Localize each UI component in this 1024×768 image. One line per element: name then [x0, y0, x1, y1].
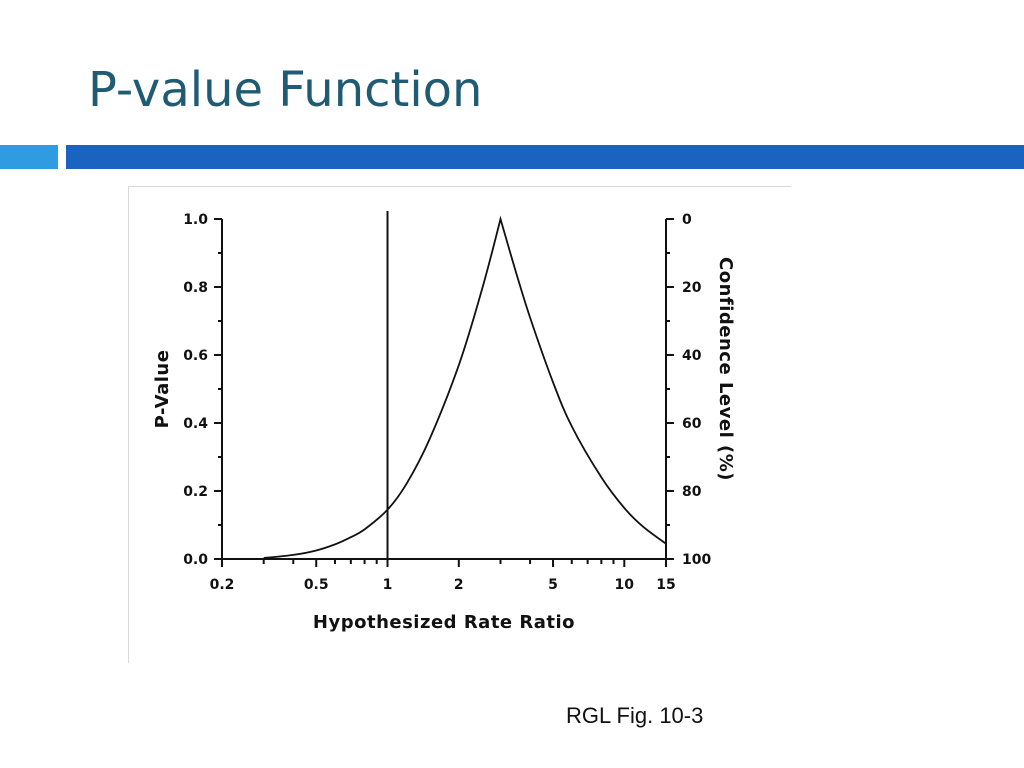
page-title: P-value Function [88, 62, 483, 118]
x-axis-title: Hypothesized Rate Ratio [313, 612, 575, 633]
chart-labels: Hypothesized Rate Ratio P-Value Confiden… [152, 212, 736, 633]
accent-bar-light [0, 145, 58, 169]
x-tick-label: 2 [454, 577, 464, 593]
x-tick-label: 1 [383, 577, 393, 593]
chart-marks [263, 211, 667, 559]
y-tick-label: 0.8 [183, 280, 208, 296]
y-tick-label: 0.4 [183, 416, 208, 432]
figure-caption: RGL Fig. 10-3 [566, 703, 704, 728]
y2-tick-label: 20 [682, 280, 702, 296]
chart-axes [214, 218, 674, 567]
y-tick-label: 0.0 [183, 552, 208, 568]
x-tick-label: 10 [615, 577, 635, 593]
x-tick-label: 15 [656, 577, 675, 593]
figure-panel: Hypothesized Rate Ratio P-Value Confiden… [128, 186, 791, 663]
accent-bar-dark [66, 145, 1024, 169]
y2-tick-label: 100 [682, 552, 711, 568]
x-tick-label: 5 [548, 577, 558, 593]
y2-tick-label: 80 [682, 484, 702, 500]
x-tick-label: 0.2 [210, 577, 235, 593]
y-tick-label: 1.0 [183, 212, 208, 228]
p-value-chart: Hypothesized Rate Ratio P-Value Confiden… [152, 211, 736, 633]
y2-tick-label: 40 [682, 348, 702, 364]
y-tick-label: 0.2 [183, 484, 208, 500]
p-value-curve [263, 215, 667, 559]
y2-tick-label: 60 [682, 416, 702, 432]
y-axis-title: P-Value [152, 350, 173, 429]
x-tick-label: 0.5 [304, 577, 329, 593]
y2-tick-label: 0 [682, 212, 692, 228]
y-tick-label: 0.6 [183, 348, 208, 364]
y2-axis-title: Confidence Level (%) [715, 257, 736, 481]
